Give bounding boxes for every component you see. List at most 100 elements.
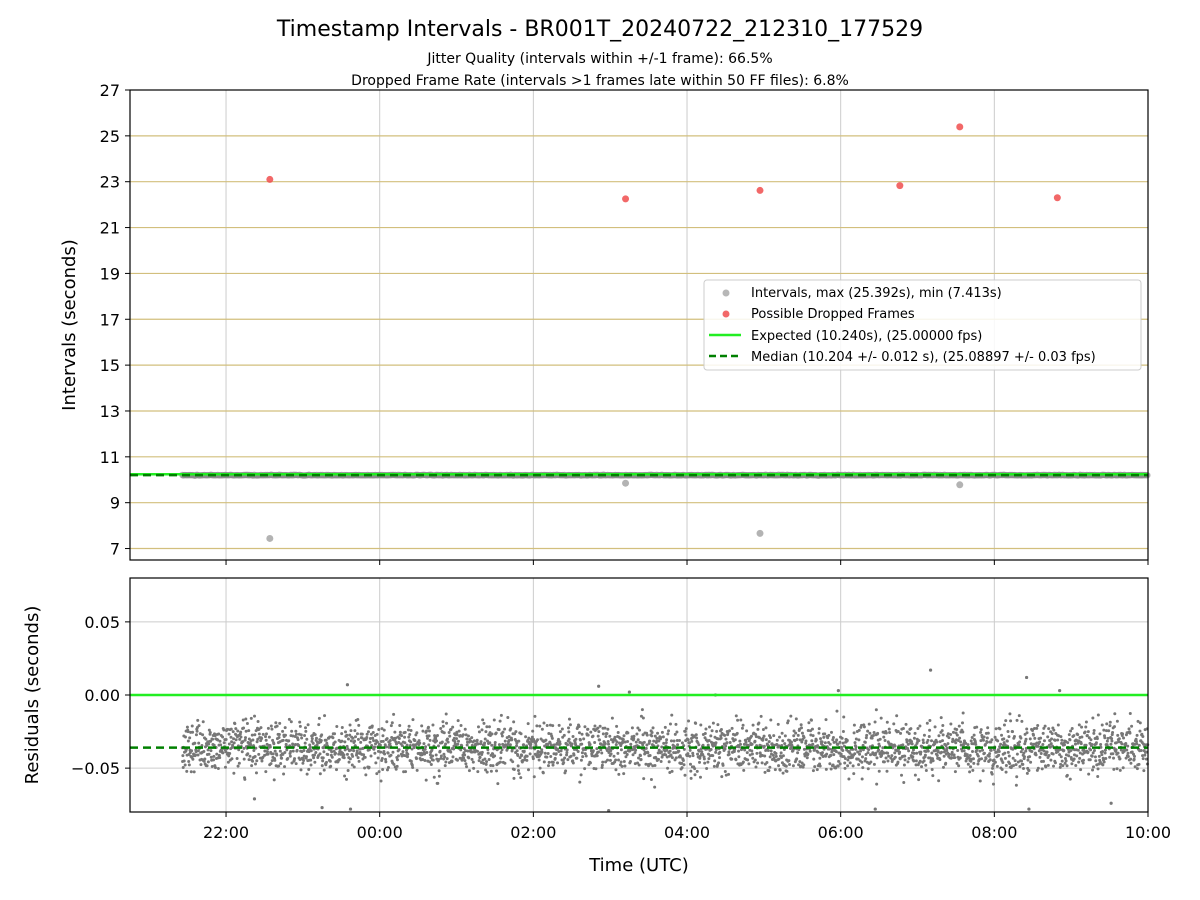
- residual-point: [388, 742, 392, 746]
- residual-point: [670, 769, 674, 773]
- residual-point: [678, 755, 682, 759]
- residual-point: [205, 764, 209, 768]
- residual-point: [273, 758, 277, 762]
- residual-point: [253, 733, 257, 737]
- residual-point: [222, 728, 226, 732]
- residual-point: [239, 735, 243, 739]
- residual-point: [226, 727, 230, 731]
- residual-point: [342, 753, 346, 757]
- residual-point: [1114, 748, 1118, 752]
- residual-point: [714, 741, 718, 745]
- residual-point: [1011, 764, 1015, 768]
- residual-point: [1083, 730, 1087, 734]
- residual-point: [1067, 754, 1071, 758]
- residual-point: [297, 744, 301, 748]
- residual-point: [959, 743, 963, 747]
- residual-point: [298, 720, 302, 724]
- residual-point: [597, 738, 601, 742]
- residual-point: [567, 717, 571, 721]
- residual-point: [516, 768, 520, 772]
- bottom-y-tick-label: −0.05: [71, 759, 120, 778]
- residual-point: [650, 734, 654, 738]
- residual-point: [241, 740, 245, 744]
- residual-point: [856, 757, 860, 761]
- residual-point: [738, 739, 742, 743]
- residual-point: [423, 747, 427, 751]
- residual-point: [820, 740, 824, 744]
- residual-point: [609, 749, 613, 753]
- residual-point: [670, 713, 674, 717]
- residual-point: [1117, 740, 1121, 744]
- residual-point: [437, 774, 441, 778]
- residual-point: [1002, 723, 1006, 727]
- residual-point: [482, 761, 486, 765]
- residual-point: [718, 750, 722, 754]
- residual-point: [1036, 766, 1040, 770]
- residual-point: [742, 742, 746, 746]
- residual-point: [659, 736, 663, 740]
- residual-point: [783, 734, 787, 738]
- residual-point: [482, 721, 486, 725]
- residual-point: [958, 736, 962, 740]
- residual-point: [431, 723, 435, 727]
- residual-point: [819, 737, 823, 741]
- residual-point: [703, 736, 707, 740]
- residual-point: [975, 725, 979, 729]
- residual-point: [1003, 751, 1007, 755]
- residual-point: [829, 767, 833, 771]
- residual-point: [548, 723, 552, 727]
- residual-point: [1073, 742, 1077, 746]
- residual-point: [843, 756, 847, 760]
- residual-point: [522, 743, 526, 747]
- residual-point: [877, 748, 881, 752]
- residual-point: [1104, 729, 1108, 733]
- residual-point: [405, 755, 409, 759]
- residual-point: [1005, 739, 1009, 743]
- residual-point: [775, 738, 779, 742]
- residual-point: [233, 722, 237, 726]
- residual-point: [780, 743, 784, 747]
- residual-point: [253, 762, 257, 766]
- residual-point: [686, 752, 690, 756]
- residual-point: [983, 742, 987, 746]
- residual-point: [431, 758, 435, 762]
- residual-point: [484, 762, 488, 766]
- residual-point: [693, 767, 697, 771]
- residual-point: [947, 736, 951, 740]
- residual-point: [847, 777, 851, 781]
- residual-point: [764, 726, 768, 730]
- residual-point: [328, 759, 332, 763]
- residual-point: [398, 730, 402, 734]
- residual-point: [227, 754, 231, 758]
- residual-point: [958, 756, 962, 760]
- residual-point: [284, 742, 288, 746]
- residual-point: [664, 753, 668, 757]
- residual-point: [274, 721, 278, 725]
- residual-point: [742, 768, 746, 772]
- residual-point: [1067, 750, 1071, 754]
- residual-point: [500, 734, 504, 738]
- residual-point: [385, 737, 389, 741]
- residual-point: [538, 766, 542, 770]
- residual-point: [988, 758, 992, 762]
- residual-point: [254, 746, 258, 750]
- residual-point: [737, 749, 741, 753]
- residual-point: [1100, 753, 1104, 757]
- residual-point: [564, 769, 568, 773]
- residual-point: [1058, 753, 1062, 757]
- residual-point: [195, 729, 199, 733]
- residual-point: [1065, 764, 1069, 768]
- residual-point: [806, 752, 810, 756]
- residual-point: [386, 751, 390, 755]
- residual-point: [599, 748, 603, 752]
- residual-point: [302, 749, 306, 753]
- residual-point: [863, 759, 867, 763]
- residual-point: [193, 741, 197, 745]
- residual-point: [348, 733, 352, 737]
- residual-point: [451, 725, 455, 729]
- residual-point: [945, 746, 949, 750]
- residual-point: [820, 751, 824, 755]
- residual-point: [1000, 733, 1004, 737]
- residual-point: [583, 767, 587, 771]
- residual-point: [517, 739, 521, 743]
